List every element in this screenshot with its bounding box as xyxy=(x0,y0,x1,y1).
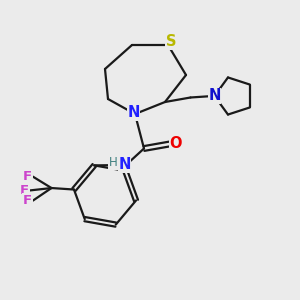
Text: H: H xyxy=(109,156,118,169)
Text: O: O xyxy=(169,136,182,152)
Text: F: F xyxy=(23,194,32,207)
Text: N: N xyxy=(208,88,221,104)
Text: F: F xyxy=(23,170,32,183)
Text: N: N xyxy=(127,105,140,120)
Text: N: N xyxy=(118,158,131,172)
Text: S: S xyxy=(166,34,176,50)
Text: F: F xyxy=(20,184,29,197)
